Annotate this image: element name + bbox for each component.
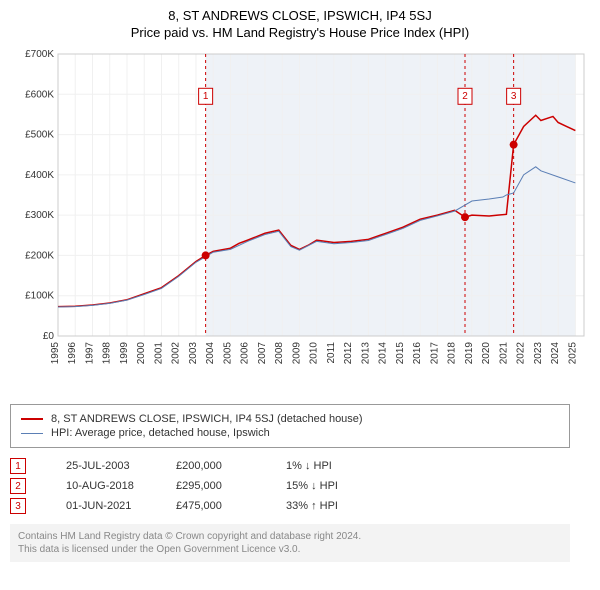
event-row: 2 10-AUG-2018£295,00015% ↓ HPI bbox=[10, 478, 570, 494]
event-price: £200,000 bbox=[176, 460, 286, 472]
svg-text:2017: 2017 bbox=[429, 342, 440, 365]
event-date: 25-JUL-2003 bbox=[66, 460, 176, 472]
legend-swatch bbox=[21, 433, 43, 434]
sale-events: 1 25-JUL-2003£200,0001% ↓ HPI 2 10-AUG-2018… bbox=[10, 458, 570, 514]
event-price: £475,000 bbox=[176, 500, 286, 512]
event-date: 01-JUN-2021 bbox=[66, 500, 176, 512]
callout-number: 3 bbox=[511, 91, 517, 102]
legend-row: 8, ST ANDREWS CLOSE, IPSWICH, IP4 5SJ (d… bbox=[21, 413, 559, 425]
event-price: £295,000 bbox=[176, 480, 286, 492]
event-badge: 3 bbox=[10, 498, 26, 514]
legend-swatch bbox=[21, 418, 43, 420]
svg-text:£200K: £200K bbox=[25, 250, 54, 261]
event-row: 1 25-JUL-2003£200,0001% ↓ HPI bbox=[10, 458, 570, 474]
svg-text:2012: 2012 bbox=[343, 342, 354, 365]
legend-row: HPI: Average price, detached house, Ipsw… bbox=[21, 427, 559, 439]
svg-text:1998: 1998 bbox=[102, 342, 113, 365]
footer-line1: Contains HM Land Registry data © Crown c… bbox=[18, 530, 562, 543]
svg-text:1996: 1996 bbox=[67, 342, 78, 365]
svg-text:£100K: £100K bbox=[25, 291, 54, 302]
sale-point bbox=[202, 251, 210, 259]
svg-text:2016: 2016 bbox=[412, 342, 423, 365]
legend-label: 8, ST ANDREWS CLOSE, IPSWICH, IP4 5SJ (d… bbox=[51, 413, 363, 425]
svg-text:2013: 2013 bbox=[360, 342, 371, 365]
footer-line2: This data is licensed under the Open Gov… bbox=[18, 543, 562, 556]
svg-text:2009: 2009 bbox=[291, 342, 302, 365]
svg-text:2014: 2014 bbox=[378, 342, 389, 365]
svg-text:2008: 2008 bbox=[274, 342, 285, 365]
callout-number: 2 bbox=[462, 91, 468, 102]
svg-text:2001: 2001 bbox=[153, 342, 164, 365]
chart-svg: £0 £100K £200K £300K £400K £500K £600K £700K 199… bbox=[10, 46, 590, 396]
footer: Contains HM Land Registry data © Crown c… bbox=[10, 524, 570, 562]
svg-text:2000: 2000 bbox=[136, 342, 147, 365]
svg-text:£300K: £300K bbox=[25, 210, 54, 221]
svg-text:2022: 2022 bbox=[516, 342, 527, 365]
svg-text:2015: 2015 bbox=[395, 342, 406, 365]
svg-text:2010: 2010 bbox=[309, 342, 320, 365]
event-diff: 1% ↓ HPI bbox=[286, 460, 396, 472]
event-badge: 1 bbox=[10, 458, 26, 474]
sale-point bbox=[510, 141, 518, 149]
svg-text:£500K: £500K bbox=[25, 130, 54, 141]
svg-text:2025: 2025 bbox=[567, 342, 578, 365]
svg-text:2023: 2023 bbox=[533, 342, 544, 365]
svg-text:£0: £0 bbox=[43, 331, 55, 342]
svg-text:£600K: £600K bbox=[25, 89, 54, 100]
chart-container: 8, ST ANDREWS CLOSE, IPSWICH, IP4 5SJ Pr… bbox=[0, 0, 600, 572]
svg-text:2003: 2003 bbox=[188, 342, 199, 365]
svg-text:2021: 2021 bbox=[498, 342, 509, 365]
svg-text:2006: 2006 bbox=[240, 342, 251, 365]
title-main: 8, ST ANDREWS CLOSE, IPSWICH, IP4 5SJ bbox=[10, 8, 590, 23]
event-row: 3 01-JUN-2021£475,00033% ↑ HPI bbox=[10, 498, 570, 514]
chart: £0 £100K £200K £300K £400K £500K £600K £700K 199… bbox=[10, 46, 590, 396]
svg-text:2020: 2020 bbox=[481, 342, 492, 365]
svg-text:1999: 1999 bbox=[119, 342, 130, 365]
svg-text:2007: 2007 bbox=[257, 342, 268, 365]
svg-text:2019: 2019 bbox=[464, 342, 475, 365]
svg-text:2005: 2005 bbox=[222, 342, 233, 365]
svg-text:1997: 1997 bbox=[84, 342, 95, 365]
legend-label: HPI: Average price, detached house, Ipsw… bbox=[51, 427, 270, 439]
event-diff: 33% ↑ HPI bbox=[286, 500, 396, 512]
event-date: 10-AUG-2018 bbox=[66, 480, 176, 492]
svg-text:1995: 1995 bbox=[50, 342, 61, 365]
callout-number: 1 bbox=[203, 91, 209, 102]
sale-point bbox=[461, 213, 469, 221]
svg-text:2024: 2024 bbox=[550, 342, 561, 365]
svg-text:£400K: £400K bbox=[25, 170, 54, 181]
svg-text:2018: 2018 bbox=[447, 342, 458, 365]
svg-text:2002: 2002 bbox=[171, 342, 182, 365]
title-sub: Price paid vs. HM Land Registry's House … bbox=[10, 25, 590, 40]
event-diff: 15% ↓ HPI bbox=[286, 480, 396, 492]
event-badge: 2 bbox=[10, 478, 26, 494]
svg-text:2011: 2011 bbox=[326, 342, 337, 364]
titles: 8, ST ANDREWS CLOSE, IPSWICH, IP4 5SJ Pr… bbox=[10, 8, 590, 40]
legend: 8, ST ANDREWS CLOSE, IPSWICH, IP4 5SJ (d… bbox=[10, 404, 570, 448]
svg-text:£700K: £700K bbox=[25, 49, 54, 60]
svg-text:2004: 2004 bbox=[205, 342, 216, 365]
